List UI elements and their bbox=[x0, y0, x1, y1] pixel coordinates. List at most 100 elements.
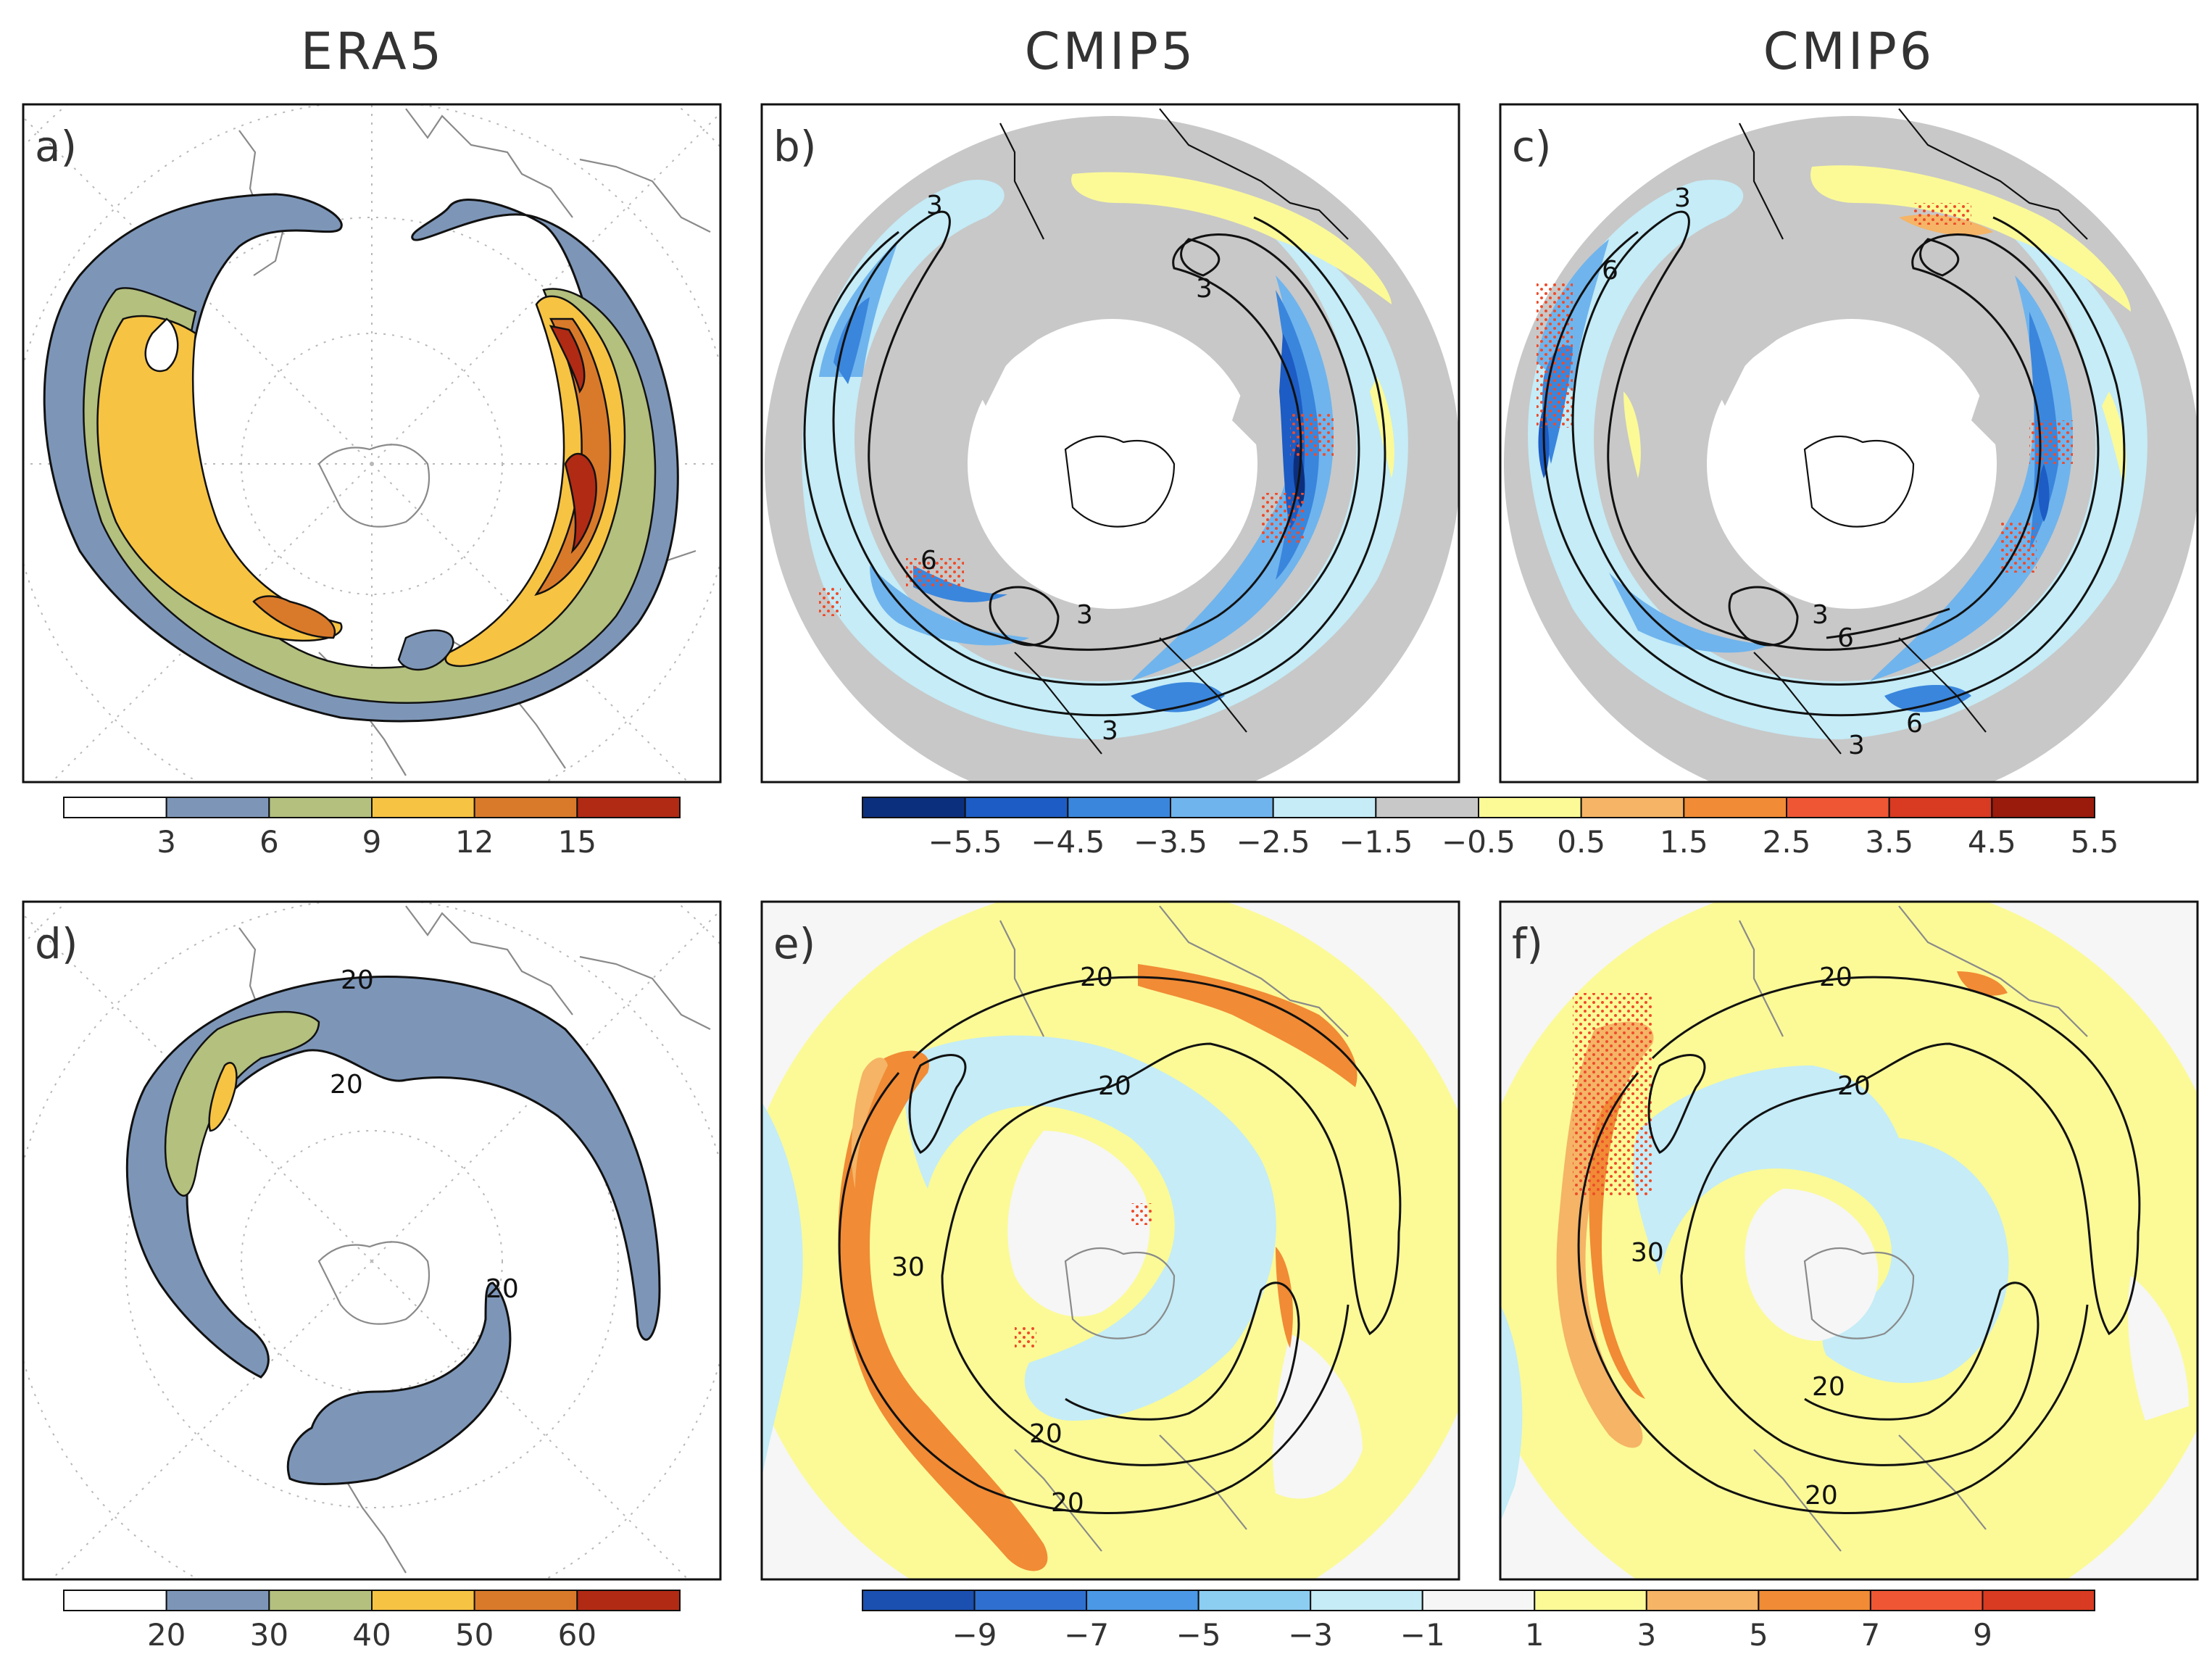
column-title-cmip6: CMIP6 bbox=[1763, 22, 1935, 81]
colorbar-cmip-bottom: −9 −7 −5 −3 −1 1 3 5 7 9 bbox=[862, 1590, 2096, 1653]
colorbar-cmip-bottom-swatch bbox=[862, 1590, 976, 1611]
colorbar-cmip-bottom-swatch bbox=[1982, 1590, 2096, 1611]
panel-label-d: d) bbox=[35, 919, 78, 968]
contour-label: 20 bbox=[486, 1274, 519, 1304]
contour-label: 6 bbox=[1906, 709, 1923, 739]
panel-b: 3 6 3 3 3 b) bbox=[760, 103, 1460, 784]
contour-label: 20 bbox=[1837, 1071, 1871, 1101]
colorbar-era5-top-tick-label: 12 bbox=[455, 824, 494, 860]
contour-label: 20 bbox=[1805, 1481, 1838, 1511]
colorbar-cmip-top-swatch bbox=[1170, 797, 1274, 818]
colorbar-era5-bottom-swatch bbox=[165, 1590, 270, 1611]
colorbar-cmip-top-swatch bbox=[1067, 797, 1172, 818]
colorbar-cmip-top-tick-label: −5.5 bbox=[928, 824, 1002, 860]
coastlines bbox=[1739, 905, 2088, 1552]
colorbar-era5-top-swatch bbox=[576, 797, 681, 818]
stippling bbox=[2029, 420, 2073, 464]
contour-label: 20 bbox=[1051, 1488, 1084, 1518]
colorbar-cmip-top-swatch bbox=[1683, 797, 1787, 818]
colorbar-cmip-top-tick-label: −2.5 bbox=[1236, 824, 1310, 860]
colorbar-cmip-top-swatch bbox=[1375, 797, 1480, 818]
contour-label: 30 bbox=[891, 1252, 925, 1282]
contour-label: 20 bbox=[1819, 963, 1853, 992]
contour-label: 3 bbox=[1196, 274, 1213, 304]
colorbar-era5-bottom-tick-label: 40 bbox=[352, 1617, 391, 1653]
colorbar-era5-bottom-swatch bbox=[371, 1590, 475, 1611]
colorbar-cmip-top-swatch bbox=[1478, 797, 1582, 818]
colorbar-era5-bottom-tick-label: 20 bbox=[147, 1617, 186, 1653]
contour-label: 3 bbox=[1812, 600, 1829, 630]
colorbar-cmip-bottom-swatch bbox=[973, 1590, 1088, 1611]
neg-band-mid bbox=[819, 239, 1334, 681]
colorbar-era5-top-tick-label: 15 bbox=[558, 824, 596, 860]
colorbar-cmip-bottom-swatch bbox=[1645, 1590, 1760, 1611]
panel-a-frame bbox=[22, 103, 722, 784]
contour-label: 20 bbox=[341, 965, 374, 995]
panel-d-frame bbox=[22, 900, 722, 1581]
colorbar-era5-bottom-tick-label: 30 bbox=[250, 1617, 288, 1653]
panel-f: 20 20 30 20 20 f) bbox=[1499, 900, 2199, 1581]
panel-label-c: c) bbox=[1512, 122, 1552, 171]
coastlines bbox=[999, 905, 1349, 1552]
contour-label: 6 bbox=[920, 546, 937, 576]
stippling bbox=[1290, 413, 1334, 457]
neg-region-light bbox=[1500, 1065, 2009, 1522]
colorbar-cmip-bottom-tick-label: −5 bbox=[1176, 1617, 1221, 1653]
pos-region-strong bbox=[838, 964, 1357, 1571]
stippling bbox=[819, 587, 841, 616]
colorbar-cmip-top-tick-label: −4.5 bbox=[1031, 824, 1105, 860]
colorbar-era5-top-tick-label: 3 bbox=[157, 824, 176, 860]
pole-cap bbox=[968, 319, 1257, 609]
colorbar-cmip-bottom-tick-label: −9 bbox=[952, 1617, 997, 1653]
colorbar-cmip-bottom-tick-label: −3 bbox=[1288, 1617, 1333, 1653]
colorbar-cmip-top-tick-label: −3.5 bbox=[1134, 824, 1207, 860]
contour-label: 3 bbox=[1848, 731, 1865, 760]
contour-label: 3 bbox=[1102, 716, 1118, 746]
contour-label: 3 bbox=[926, 191, 943, 220]
colorbar-cmip-top-tick-label: −0.5 bbox=[1442, 824, 1515, 860]
colorbar-cmip-top-swatch bbox=[1272, 797, 1377, 818]
colorbar-era5-top-swatch bbox=[371, 797, 475, 818]
colorbar-era5-bottom-swatch bbox=[268, 1590, 373, 1611]
contour-label: 3 bbox=[1076, 600, 1093, 630]
contour-label: 6 bbox=[1602, 256, 1618, 286]
graticule bbox=[23, 902, 720, 1579]
contours bbox=[1542, 210, 2126, 717]
contour-label: 20 bbox=[1029, 1419, 1063, 1449]
colorbar-cmip-top-tick-label: 4.5 bbox=[1968, 824, 2016, 860]
panel-c-frame bbox=[1499, 103, 2199, 784]
stippling bbox=[1573, 993, 1652, 1196]
colorbar-cmip-top-swatch bbox=[862, 797, 966, 818]
colorbar-cmip-top-swatch bbox=[1580, 797, 1685, 818]
colorbar-era5-top-swatch bbox=[165, 797, 270, 818]
panel-label-a: a) bbox=[35, 122, 77, 171]
panel-b-frame bbox=[760, 103, 1460, 784]
colorbar-cmip-bottom-tick-label: 5 bbox=[1749, 1617, 1768, 1653]
colorbar-cmip-bottom-tick-label: 1 bbox=[1525, 1617, 1544, 1653]
colorbar-cmip-bottom-swatch bbox=[1197, 1590, 1312, 1611]
colorbar-cmip-top-tick-label: 0.5 bbox=[1557, 824, 1605, 860]
colorbar-era5-bottom-swatch bbox=[576, 1590, 681, 1611]
colorbar-cmip-bottom-tick-label: 7 bbox=[1861, 1617, 1881, 1653]
colorbar-era5-top-swatch bbox=[473, 797, 578, 818]
panel-f-frame bbox=[1499, 900, 2199, 1581]
neg-region-light bbox=[762, 1035, 1276, 1479]
colorbar-cmip-bottom-swatch bbox=[1086, 1590, 1199, 1611]
contour-label: 20 bbox=[1080, 963, 1113, 992]
panel-a: a) bbox=[22, 103, 722, 784]
colorbar-cmip-top-swatch bbox=[1888, 797, 1993, 818]
colorbar-cmip-bottom-swatch bbox=[1534, 1590, 1647, 1611]
colorbar-cmip-bottom-swatch bbox=[1421, 1590, 1536, 1611]
contour-label: 20 bbox=[1812, 1372, 1845, 1402]
band-20 bbox=[286, 1281, 512, 1485]
band-40 bbox=[208, 1062, 238, 1132]
colorbar-cmip-bottom-swatch bbox=[1758, 1590, 1871, 1611]
pos-region-peak bbox=[851, 1058, 888, 1189]
colorbar-era5-top: 3 6 9 12 15 bbox=[63, 797, 681, 860]
colorbar-era5-bottom-tick-label: 60 bbox=[558, 1617, 596, 1653]
panel-label-b: b) bbox=[773, 122, 816, 171]
panel-c: 3 6 3 6 6 3 c) bbox=[1499, 103, 2199, 784]
colorbar-cmip-bottom-swatch bbox=[1869, 1590, 1984, 1611]
colorbar-cmip-top-tick-label: 3.5 bbox=[1865, 824, 1913, 860]
